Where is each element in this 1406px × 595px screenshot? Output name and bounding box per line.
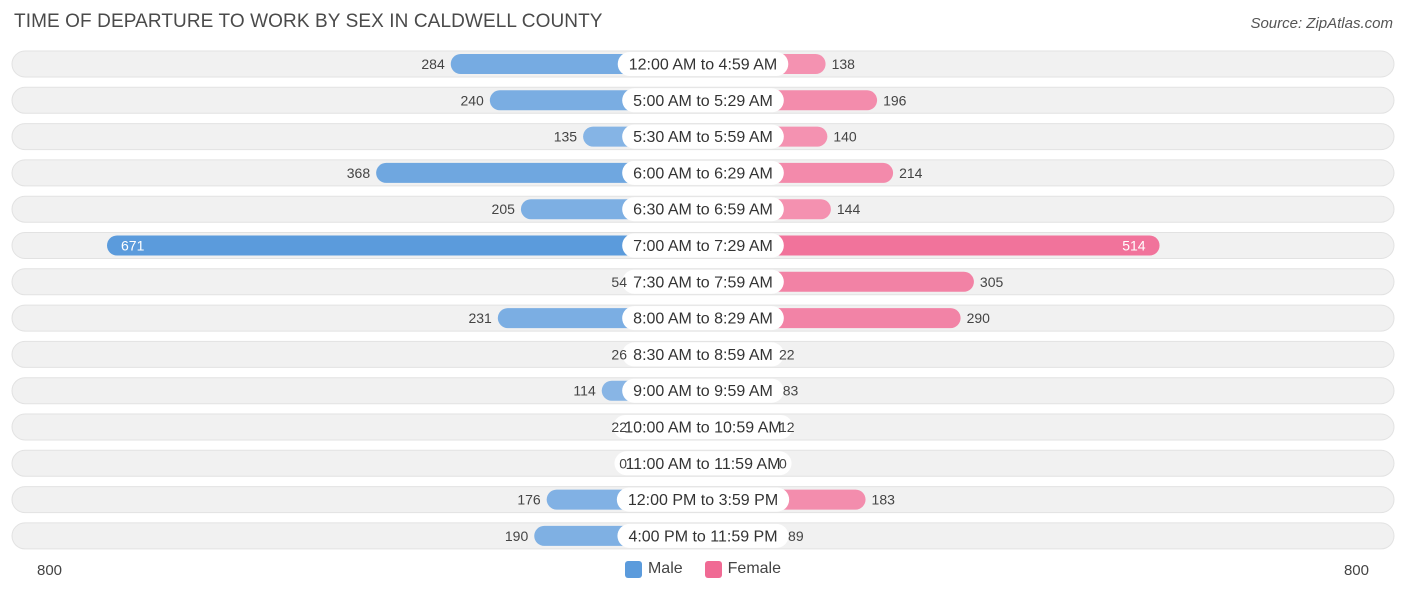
- value-label-female: 89: [788, 528, 804, 544]
- legend-item-female[interactable]: Female: [704, 560, 782, 578]
- category-label: 8:00 AM to 8:29 AM: [633, 311, 773, 328]
- value-label-female: 138: [832, 56, 856, 72]
- value-label-male: 0: [619, 455, 627, 471]
- value-label-male: 22: [611, 419, 627, 435]
- category-label: 12:00 PM to 3:59 PM: [628, 492, 778, 509]
- value-label-male: 205: [492, 201, 516, 217]
- value-label-male: 671: [121, 238, 145, 254]
- category-label: 7:00 AM to 7:29 AM: [633, 238, 773, 255]
- value-label-female: 290: [967, 310, 991, 326]
- value-label-male: 284: [421, 56, 445, 72]
- category-label-pill: [622, 342, 784, 367]
- value-label-female: 22: [779, 346, 795, 362]
- category-label: 4:00 PM to 11:59 PM: [628, 528, 777, 545]
- category-label: 12:00 AM to 4:59 AM: [629, 57, 778, 74]
- value-label-male: 176: [517, 492, 541, 508]
- category-label: 5:30 AM to 5:59 AM: [633, 129, 773, 146]
- category-label-pill: [622, 124, 784, 149]
- axis-label-right: 800: [1343, 562, 1369, 579]
- category-label-pill: [622, 306, 784, 331]
- category-label-pill: [622, 160, 784, 185]
- legend-item-male[interactable]: Male: [624, 560, 683, 578]
- value-label-male: 190: [505, 528, 529, 544]
- category-label: 11:00 AM to 11:59 AM: [625, 456, 780, 473]
- value-label-male: 26: [611, 346, 627, 362]
- value-label-female: 0: [779, 455, 787, 471]
- category-label-pill: [616, 487, 790, 512]
- value-label-male: 135: [554, 129, 578, 145]
- value-label-male: 54: [611, 274, 627, 290]
- category-label-pill: [622, 197, 784, 222]
- category-label-pill: [622, 378, 784, 403]
- category-label: 5:00 AM to 5:29 AM: [633, 93, 773, 110]
- legend: Male Female: [0, 560, 1406, 578]
- category-label: 10:00 AM to 10:59 AM: [624, 420, 781, 437]
- category-label-pill: [617, 52, 789, 76]
- category-label: 9:00 AM to 9:59 AM: [633, 383, 773, 400]
- bar-male: [107, 235, 703, 256]
- category-label: 7:30 AM to 7:59 AM: [633, 274, 773, 291]
- value-label-male: 231: [468, 310, 492, 326]
- value-label-female: 514: [1122, 238, 1146, 254]
- value-label-female: 83: [783, 383, 799, 399]
- value-label-female: 140: [833, 129, 857, 145]
- legend-swatch-female: [704, 560, 722, 578]
- category-label-pill: [613, 415, 793, 439]
- value-label-female: 12: [779, 419, 795, 435]
- value-label-female: 305: [980, 274, 1004, 290]
- category-label-pill: [614, 451, 792, 476]
- chart-title: TIME OF DEPARTURE TO WORK BY SEX IN CALD…: [14, 11, 603, 32]
- category-label-pill: [617, 523, 789, 548]
- chart-source: Source: ZipAtlas.com: [1250, 15, 1393, 32]
- value-label-female: 214: [899, 165, 923, 181]
- category-label-pill: [622, 233, 784, 258]
- legend-label-female: Female: [727, 560, 782, 577]
- value-label-male: 114: [573, 383, 596, 399]
- value-label-male: 240: [460, 92, 484, 108]
- category-label: 6:30 AM to 6:59 AM: [633, 202, 773, 219]
- value-label-female: 196: [883, 92, 907, 108]
- bar-female: [703, 235, 1160, 256]
- category-label: 8:30 AM to 8:59 AM: [633, 347, 773, 364]
- value-label-male: 368: [347, 165, 371, 181]
- bar-male: [376, 162, 703, 183]
- category-label-pill: [622, 88, 784, 113]
- legend-swatch-male: [624, 560, 642, 578]
- value-label-female: 183: [872, 492, 896, 508]
- legend-label-male: Male: [647, 560, 683, 577]
- category-label: 6:00 AM to 6:29 AM: [633, 165, 773, 182]
- category-label-pill: [622, 269, 784, 294]
- axis-label-left: 800: [37, 562, 63, 579]
- value-label-female: 144: [837, 201, 861, 217]
